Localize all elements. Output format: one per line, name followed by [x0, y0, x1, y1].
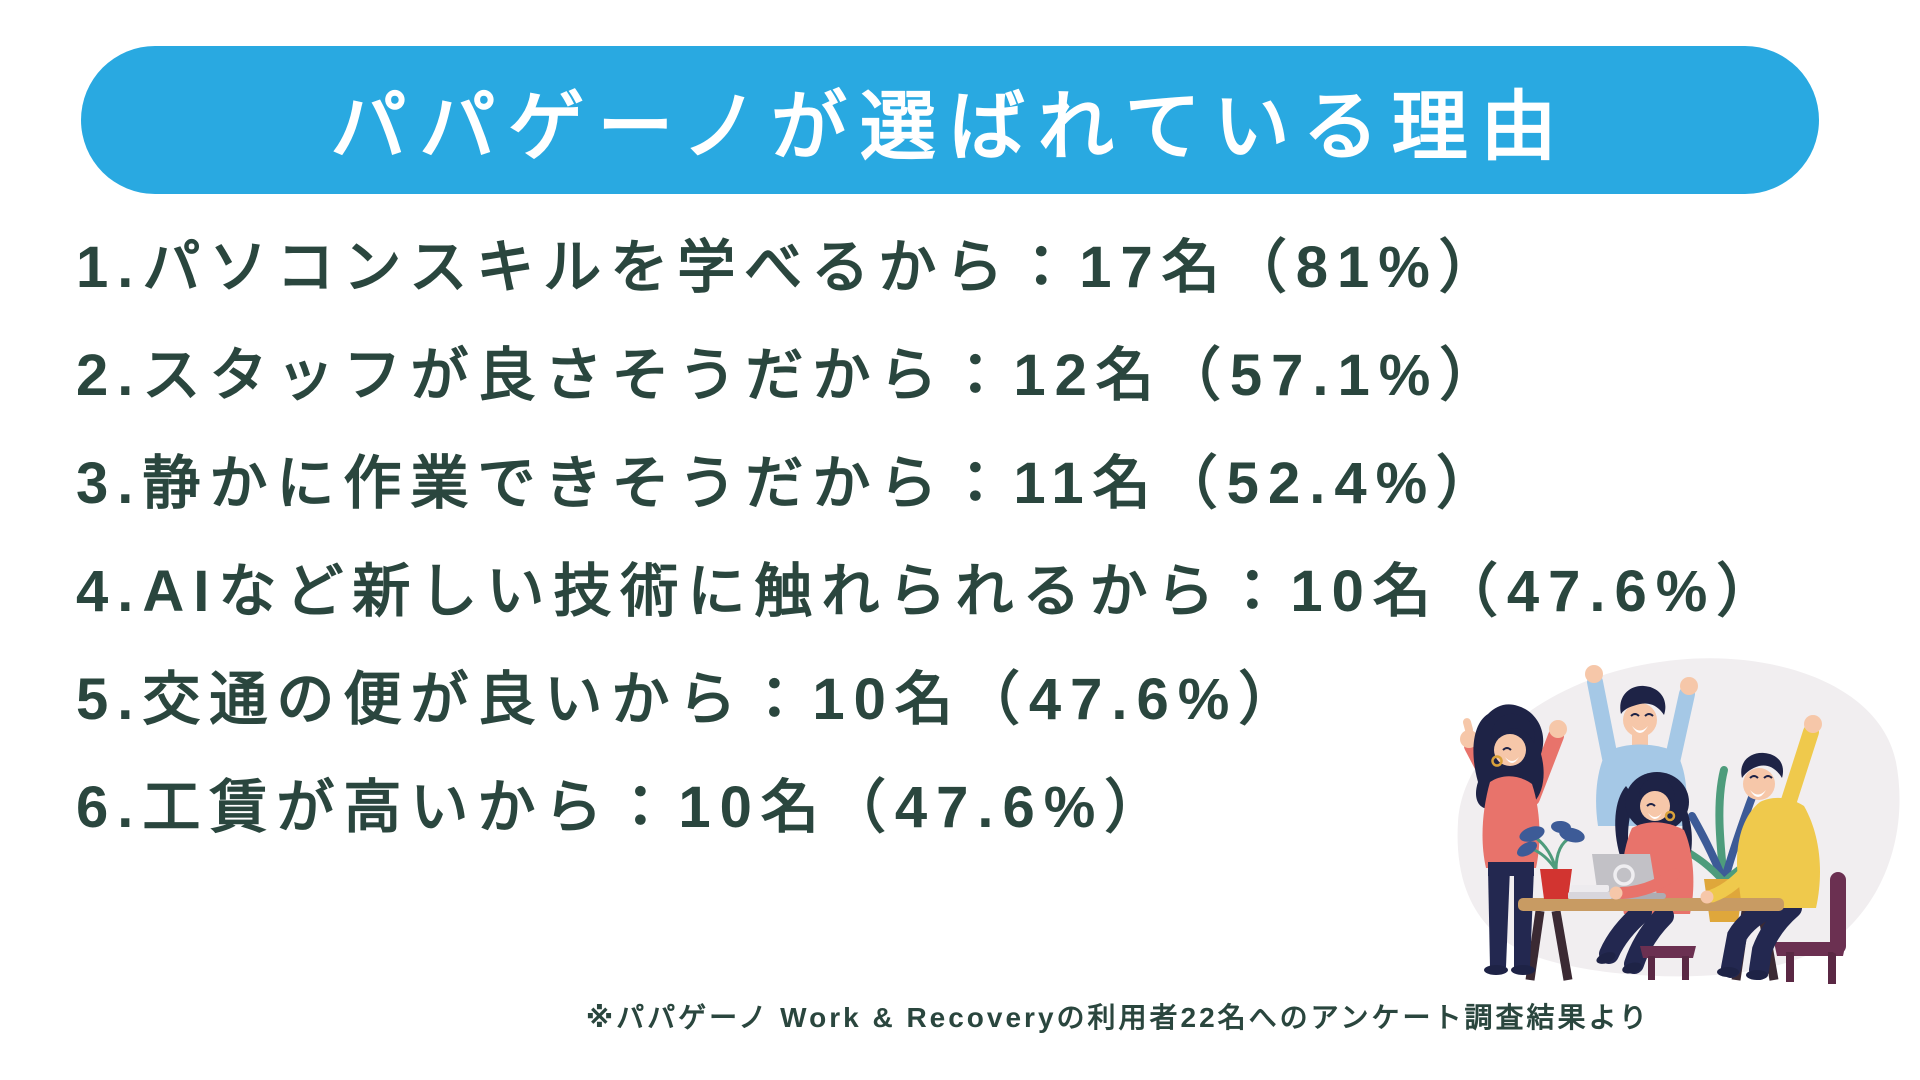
reason-item: 1.パソコンスキルを学べるから：17名（81%）	[76, 235, 1506, 300]
book-stack	[1568, 885, 1612, 899]
seated-woman	[1596, 772, 1696, 980]
desk	[1518, 898, 1784, 911]
title-banner: パパゲーノが選ばれている理由	[81, 46, 1819, 194]
reason-item: 2.スタッフが良さそうだから：12名（57.1%）	[76, 343, 1507, 408]
seated-woman-arm	[1609, 868, 1680, 900]
seated-man-arm	[1700, 855, 1761, 904]
potted-plant-small	[1517, 820, 1585, 899]
footnote: ※パパゲーノ Work & Recoveryの利用者22名へのアンケート調査結果…	[585, 1002, 1650, 1033]
reason-item: 3.静かに作業できそうだから：11名（52.4%）	[76, 451, 1504, 516]
page-title: パパゲーノが選ばれている理由	[330, 85, 1570, 170]
reason-item: 6.工賃が高いから：10名（47.6%）	[76, 775, 1172, 840]
reasons-list: 1.パソコンスキルを学べるから：17名（81%） 2.スタッフが良さそうだから：…	[76, 208, 1783, 856]
seated-man	[1717, 715, 1822, 980]
reason-item: 5.交通の便が良いから：10名（47.6%）	[76, 667, 1306, 732]
chair	[1774, 872, 1846, 984]
celebration-illustration	[1457, 658, 1900, 984]
reason-item: 4.AIなど新しい技術に触れられるから：10名（47.6%）	[76, 559, 1784, 624]
standing-woman	[1460, 704, 1567, 975]
